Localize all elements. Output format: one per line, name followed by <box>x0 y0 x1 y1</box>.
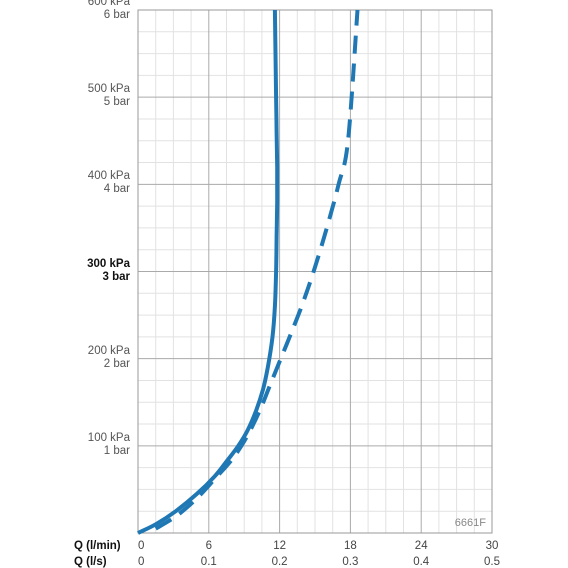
plot-frame <box>137 9 493 534</box>
x-tick-label-ls: 0.2 <box>272 556 288 568</box>
x-tick-label-ls: 0.4 <box>413 556 430 568</box>
y-tick-label: 300 kPa 3 bar <box>87 258 130 284</box>
x-tick-labels: 0 0 6 0.1 12 0.2 18 0.3 24 0.4 30 0.5 <box>138 540 500 568</box>
y-tick-label-kpa: 600 kPa <box>87 0 130 8</box>
y-tick-label-bar: 3 bar <box>102 270 131 283</box>
y-tick-label: 200 kPa 2 bar <box>88 345 130 371</box>
x-tick-label-lpm: 18 <box>344 540 357 552</box>
y-tick-label-kpa: 200 kPa <box>87 344 130 357</box>
y-tick-label-kpa: 400 kPa <box>87 170 130 183</box>
y-tick-label: 500 kPa 5 bar <box>88 83 130 109</box>
x-tick-label-ls: 0.5 <box>484 556 500 568</box>
x-axis-title-primary: Q (l/min) <box>74 540 121 552</box>
series-layer <box>137 9 360 535</box>
y-tick-label: 400 kPa 4 bar <box>88 170 130 196</box>
y-tick-label: 100 kPa 1 bar <box>88 432 130 458</box>
x-tick-label-lpm: 30 <box>486 540 499 552</box>
y-tick-label-bar: 1 bar <box>103 444 130 457</box>
x-tick-label-ls: 0 <box>138 556 144 568</box>
y-tick-label-bar: 6 bar <box>103 9 130 21</box>
y-tick-label-kpa: 500 kPa <box>87 83 130 96</box>
y-tick-label-bar: 2 bar <box>103 357 130 370</box>
x-tick-label-ls: 0.1 <box>201 556 217 568</box>
y-tick-label-bar: 4 bar <box>103 183 130 196</box>
x-axis-title-secondary: Q (l/s) <box>74 556 107 568</box>
y-tick-label-kpa: 300 kPa <box>87 257 130 270</box>
y-tick-label-bar: 5 bar <box>103 96 130 109</box>
x-tick-label-lpm: 24 <box>415 540 428 552</box>
y-tick-label: 600 kPa 6 bar <box>88 0 130 22</box>
series-line-solid <box>137 9 280 535</box>
x-tick-label-ls: 0.3 <box>342 556 358 568</box>
x-tick-label-lpm: 0 <box>138 540 144 552</box>
series-line-dashed <box>154 9 360 531</box>
model-code: 6661F <box>455 517 486 529</box>
x-tick-label-lpm: 6 <box>206 540 212 552</box>
y-tick-label-kpa: 100 kPa <box>87 431 130 444</box>
x-tick-label-lpm: 12 <box>273 540 286 552</box>
